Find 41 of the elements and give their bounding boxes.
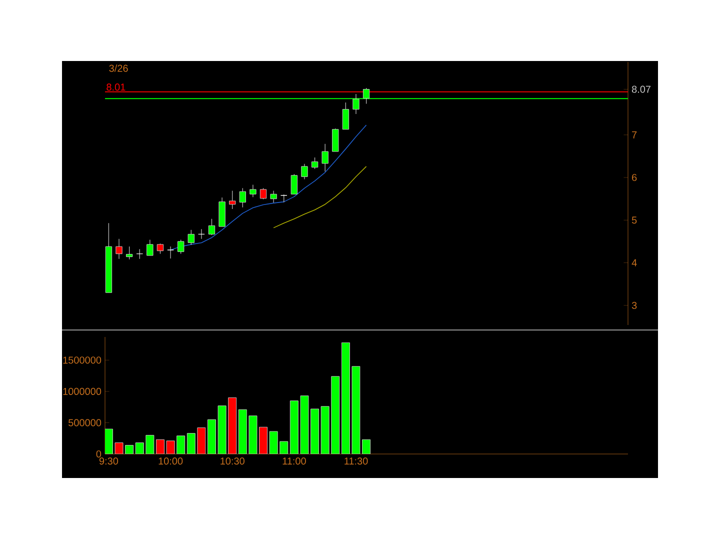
candlestick (260, 188, 267, 200)
candlestick (270, 190, 277, 203)
y-tick-label: 1500000 (63, 356, 102, 364)
candlestick (116, 238, 122, 260)
candlestick (332, 128, 339, 152)
bar (146, 434, 154, 454)
x-tick-label: 11:00 (282, 458, 306, 465)
y-tick-label: 7 (632, 131, 637, 138)
y-tick-label: 5 (632, 216, 637, 224)
y-tick-label: 3 (632, 302, 637, 309)
ref-line-label: 8.01 (106, 84, 126, 91)
candlestick (146, 239, 154, 256)
candlestick (177, 239, 184, 254)
candlestick (126, 246, 133, 260)
line-series (273, 166, 367, 228)
y-tick-label: 1000000 (63, 388, 102, 395)
candlestick (250, 184, 256, 198)
y-tick-label: 0 (96, 450, 102, 458)
candlestick (342, 102, 350, 130)
y-tick-label: 6 (632, 174, 637, 182)
candlestick (290, 174, 298, 194)
y-tick-label: 4 (632, 259, 637, 266)
candlestick (198, 228, 205, 240)
candlestick (156, 243, 164, 254)
line-series (170, 124, 367, 250)
candlestick (208, 218, 216, 236)
x-tick-label: 10:00 (158, 458, 183, 465)
candlestick (311, 157, 318, 170)
candlestick (239, 188, 246, 208)
candlestick (229, 190, 236, 210)
x-tick-label: 9:30 (99, 458, 118, 465)
x-tick-label: 11:30 (344, 458, 368, 465)
candlestick (167, 246, 174, 259)
y-tick-label: 500000 (68, 419, 102, 426)
x-tick-label: 10:30 (220, 458, 244, 465)
candlestick (136, 248, 143, 260)
y-tick-label: 8.07 (632, 86, 650, 93)
candlestick (322, 144, 328, 172)
candlestick (301, 164, 308, 180)
candlestick (188, 230, 194, 246)
chart-title: 3/26 (109, 64, 128, 72)
